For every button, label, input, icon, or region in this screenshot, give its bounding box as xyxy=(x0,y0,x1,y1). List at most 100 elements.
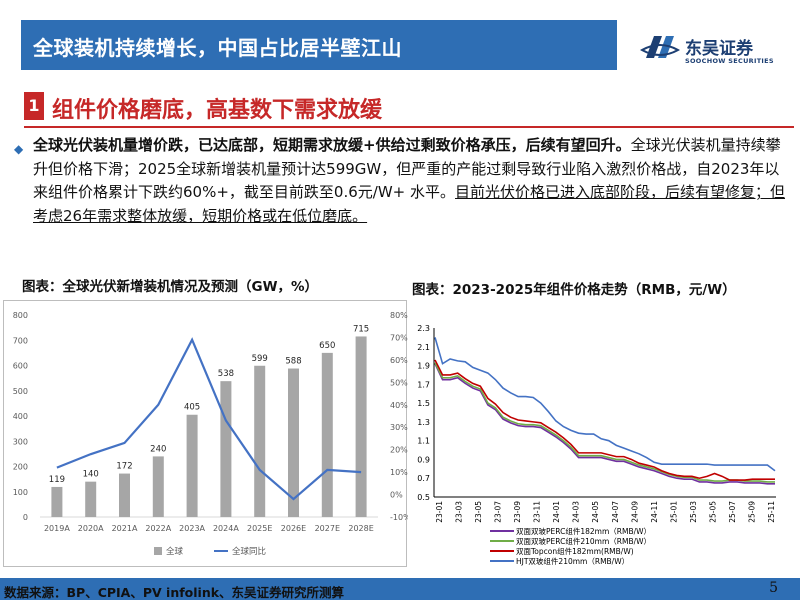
legend-label-line: 全球同比 xyxy=(232,546,266,557)
bar xyxy=(355,336,367,517)
price-chart: 0.5 0.7 0.9 1.1 1.3 1.5 1.7 1.9 2.1 2.3 23-01 23-03… xyxy=(410,312,798,582)
bar-data-label: 172 xyxy=(116,462,132,472)
logo-mark-icon xyxy=(640,36,680,58)
y2-tick-label: 10% xyxy=(390,468,408,477)
x-tick-label: 23-01 xyxy=(435,501,444,523)
section-heading: 1 组件价格磨底，高基数下需求放缓 xyxy=(24,90,794,128)
y-tick-label: 0.9 xyxy=(417,455,430,464)
legend-label-bar: 全球 xyxy=(166,546,184,557)
yoy-growth-line xyxy=(56,337,362,501)
y-tick-label: 600 xyxy=(13,362,28,371)
logo-text-cn: 东吴证券 xyxy=(685,39,753,59)
legend-label: 双面双玻PERC组件210mm（RMB/W） xyxy=(516,536,651,546)
x-tick-label: 25-11 xyxy=(767,501,776,523)
diamond-bullet-icon: ◆ xyxy=(14,142,24,156)
x-tick-label: 23-11 xyxy=(533,501,542,523)
page-number: 5 xyxy=(769,580,778,596)
y2-tick-label: -10% xyxy=(390,513,408,522)
bar xyxy=(254,365,266,517)
y2-tick-label: 30% xyxy=(390,423,408,432)
section-title: 组件价格磨底，高基数下需求放缓 xyxy=(52,98,383,123)
y-tick-label: 700 xyxy=(13,336,28,345)
bar xyxy=(288,368,299,517)
y-tick-label: 200 xyxy=(13,463,28,472)
y-tick-label: 0 xyxy=(23,513,28,522)
y-tick-label: 1.7 xyxy=(417,380,430,389)
y-tick-label: 300 xyxy=(13,437,28,446)
caption-right: 图表：2023-2025年组件价格走势（RMB，元/W） xyxy=(412,282,736,298)
x-tick-label: 2027E xyxy=(315,524,340,533)
x-tick-label: 25-09 xyxy=(747,501,756,523)
y-tick-label: 0.7 xyxy=(417,474,430,483)
section-number: 1 xyxy=(24,92,44,120)
price-chart-svg: 0.5 0.7 0.9 1.1 1.3 1.5 1.7 1.9 2.1 2.3 23-01 23-03… xyxy=(417,324,776,566)
bar xyxy=(321,352,333,517)
x-tick-label: 23-05 xyxy=(474,501,483,523)
installation-chart-svg: 0 100 200 300 400 500 600 700 800 -10% 0% 10% 20% 30%… xyxy=(13,311,411,557)
x-tick-label: 23-03 xyxy=(455,501,464,523)
body-paragraph: 全球光伏装机量增价跌，已达底部，短期需求放缓+供给过剩致价格承压，后续有望回升。… xyxy=(33,134,793,228)
bar-data-label: 119 xyxy=(49,475,65,485)
x-tick-label: 2026E xyxy=(281,524,306,533)
y-tick-label: 0.5 xyxy=(417,493,430,502)
x-tick-label: 24-07 xyxy=(611,501,620,523)
legend-label: HJT双玻组件210mm（RMB/W） xyxy=(516,556,629,566)
body-text: 全球光伏装机量持续攀升但价格下滑；2025全球新增装机量预计达599GW，但严重… xyxy=(33,136,781,201)
y2-tick-label: 80% xyxy=(390,311,408,320)
legend-label: 双面Topcon组件182mm(RMB/W) xyxy=(516,546,634,556)
x-tick-label: 24-01 xyxy=(552,501,561,523)
bar xyxy=(152,456,164,517)
bar xyxy=(51,486,63,517)
y-tick-label: 400 xyxy=(13,412,28,421)
bar xyxy=(85,481,97,517)
bar-data-label: 588 xyxy=(285,357,301,367)
y-tick-label: 1.9 xyxy=(417,362,430,371)
y2-tick-label: 40% xyxy=(390,401,408,410)
bar xyxy=(119,473,130,517)
bar-data-label: 140 xyxy=(83,470,99,480)
bar xyxy=(220,381,232,517)
price-series-line xyxy=(434,362,775,483)
x-tick-label: 2021A xyxy=(112,524,138,533)
bar-data-label: 715 xyxy=(353,324,369,334)
bold-lead: 全球光伏装机量增价跌，已达底部，短期需求放缓+供给过剩致价格承压，后续有望回升。 xyxy=(33,136,631,154)
y2-tick-label: 50% xyxy=(390,378,408,387)
caption-left: 图表：全球光伏新增装机情况及预测（GW，%） xyxy=(22,279,318,295)
logo-text-en: SOOCHOW SECURITIES xyxy=(685,57,774,65)
legend-swatch-bar xyxy=(154,547,162,555)
bar-data-label: 650 xyxy=(319,341,335,351)
x-tick-label: 2022A xyxy=(145,524,171,533)
data-source: 数据来源：BP、CPIA、PV infolink、东吴证券研究所测算 xyxy=(4,585,345,600)
company-logo: 东吴证券 SOOCHOW SECURITIES xyxy=(640,30,790,70)
x-tick-label: 2020A xyxy=(78,524,104,533)
y-tick-label: 1.5 xyxy=(417,399,430,408)
x-tick-label: 25-03 xyxy=(689,501,698,523)
x-tick-label: 2028E xyxy=(348,524,373,533)
section-divider xyxy=(24,126,794,128)
x-tick-label: 23-07 xyxy=(494,501,503,523)
y-tick-label: 1.1 xyxy=(417,437,430,446)
page-title: 全球装机持续增长，中国占比居半壁江山 xyxy=(33,36,402,60)
bar-data-label: 538 xyxy=(218,369,234,379)
x-tick-label: 25-07 xyxy=(728,501,737,523)
bar-data-label: 599 xyxy=(252,354,268,364)
legend-label: 双面双玻PERC组件182mm（RMB/W） xyxy=(516,526,651,536)
y-tick-label: 2.1 xyxy=(417,343,430,352)
x-tick-label: 25-01 xyxy=(669,501,678,523)
x-tick-label: 2025E xyxy=(247,524,272,533)
price-series-line xyxy=(434,363,775,485)
x-tick-label: 23-09 xyxy=(513,501,522,523)
x-tick-label: 24-03 xyxy=(572,501,581,523)
bar-data-label: 240 xyxy=(150,444,166,454)
y-tick-label: 800 xyxy=(13,311,28,320)
underlined-text: 目前光伏价格已进入底部阶段，后续有望修复；但考虑26年需求整体放缓，短期价格或在… xyxy=(33,183,786,225)
y2-tick-label: 60% xyxy=(390,356,408,365)
y-tick-label: 1.3 xyxy=(417,418,430,427)
y-tick-label: 2.3 xyxy=(417,324,430,333)
y-tick-label: 500 xyxy=(13,387,28,396)
x-tick-label: 24-11 xyxy=(650,501,659,523)
x-tick-label: 2024A xyxy=(213,524,239,533)
footer-bar xyxy=(0,578,800,600)
x-tick-label: 24-05 xyxy=(591,501,600,523)
y2-tick-label: 0% xyxy=(390,491,403,500)
